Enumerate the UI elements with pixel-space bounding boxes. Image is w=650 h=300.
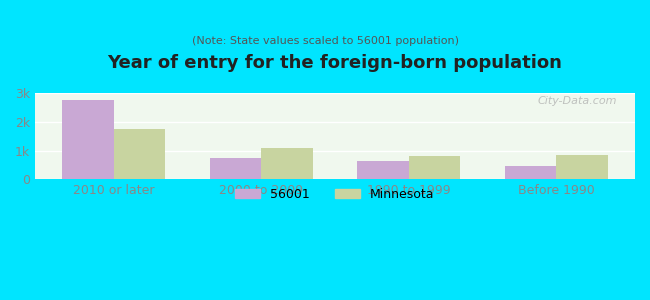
Title: Year of entry for the foreign-born population: Year of entry for the foreign-born popul… bbox=[107, 54, 562, 72]
Legend: 56001, Minnesota: 56001, Minnesota bbox=[230, 183, 439, 206]
Bar bbox=[261, 148, 313, 179]
Bar bbox=[556, 155, 608, 179]
Bar bbox=[114, 129, 166, 179]
Bar bbox=[357, 161, 409, 179]
Bar bbox=[409, 156, 460, 179]
Text: (Note: State values scaled to 56001 population): (Note: State values scaled to 56001 popu… bbox=[192, 36, 458, 46]
Bar bbox=[62, 100, 114, 179]
Text: City-Data.com: City-Data.com bbox=[538, 96, 617, 106]
Bar bbox=[210, 158, 261, 179]
Bar bbox=[504, 167, 556, 179]
